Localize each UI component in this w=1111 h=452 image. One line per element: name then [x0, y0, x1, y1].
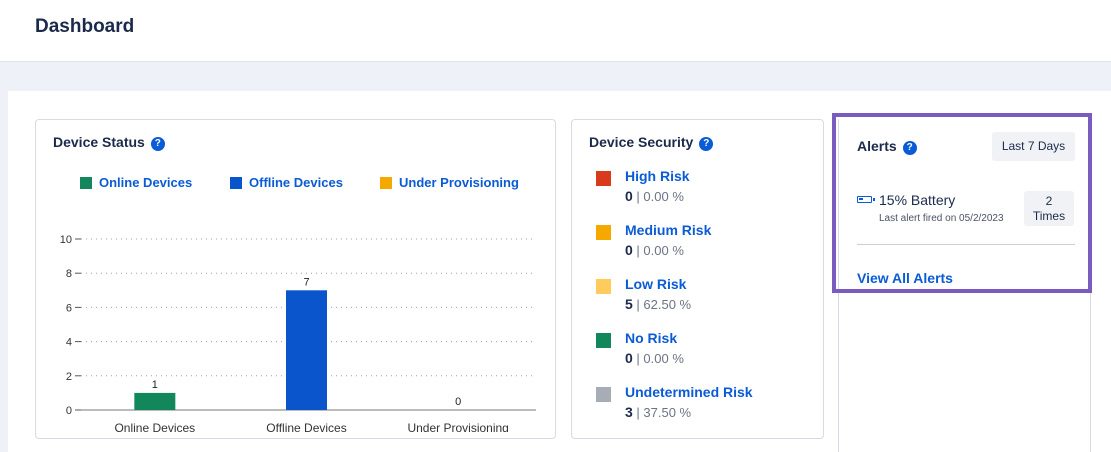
data-label: 7 [303, 276, 309, 288]
legend-swatch [380, 176, 392, 189]
risk-link[interactable]: Low Risk [625, 276, 687, 292]
device-status-bar-chart: 0 2 4 6 8 10 1 Online Devices 7 Offline Devices 0 U… [60, 234, 536, 432]
risk-value: 0 | 0.00 % [625, 350, 684, 366]
view-all-alerts-link[interactable]: View All Alerts [857, 270, 953, 286]
risk-swatch [596, 279, 611, 294]
x-tick-label: Under Provisioning [407, 421, 508, 432]
risk-link[interactable]: Undetermined Risk [625, 384, 753, 400]
risk-link[interactable]: Medium Risk [625, 222, 712, 238]
page-title: Dashboard [35, 16, 135, 37]
alert-count-badge: 2 Times [1024, 191, 1074, 226]
alerts-title: Alerts [857, 138, 897, 154]
risk-swatch [596, 171, 611, 186]
legend-swatch [80, 176, 92, 189]
legend-swatch [230, 176, 242, 189]
y-tick-label: 0 [66, 405, 72, 417]
y-tick-label: 8 [66, 268, 72, 280]
help-icon[interactable]: ? [150, 137, 165, 151]
data-label: 1 [152, 379, 158, 391]
risk-value: 0 | 0.00 % [625, 188, 684, 204]
device-status-title: Device Status [53, 134, 145, 150]
help-icon[interactable]: ? [699, 137, 714, 151]
y-tick-label: 6 [66, 302, 72, 314]
risk-swatch [596, 225, 611, 240]
legend-offline-devices[interactable]: Offline Devices [230, 175, 343, 190]
risk-link[interactable]: High Risk [625, 168, 690, 184]
alerts-highlight-box [832, 113, 1092, 293]
x-tick-label: Online Devices [114, 421, 195, 432]
date-range-button[interactable]: Last 7 Days [992, 132, 1075, 161]
risk-swatch [596, 333, 611, 348]
risk-value: 5 | 62.50 % [625, 296, 692, 312]
device-status-card: Device Status? Online Devices Offline De… [35, 119, 556, 439]
battery-icon [857, 196, 875, 203]
risk-swatch [596, 387, 611, 402]
y-tick-label: 4 [66, 337, 72, 349]
risk-value: 0 | 0.00 % [625, 242, 684, 258]
alert-count: 2 [1045, 194, 1053, 208]
legend-online-devices[interactable]: Online Devices [80, 175, 192, 190]
help-icon[interactable]: ? [902, 141, 917, 155]
device-security-title: Device Security [589, 134, 694, 150]
bar [286, 290, 327, 410]
alert-title: 15% Battery [879, 192, 956, 208]
risk-value: 3 | 37.50 % [625, 404, 692, 420]
data-label: 0 [455, 396, 461, 408]
device-security-card: Device Security? High Risk 0 | 0.00 % Me… [571, 119, 824, 439]
x-tick-label: Offline Devices [266, 421, 346, 432]
alert-timestamp: Last alert fired on 05/2/2023 [879, 213, 1004, 224]
alerts-card [838, 119, 1091, 452]
bar [134, 392, 176, 410]
y-tick-label: 10 [60, 234, 72, 246]
top-bar: Dashboard [0, 0, 1111, 62]
alert-count-unit: Times [1032, 209, 1066, 223]
alert-item[interactable]: 15% Battery Last alert fired on 05/2/202… [857, 190, 1075, 230]
legend-under-provisioning[interactable]: Under Provisioning [380, 175, 519, 190]
divider [857, 244, 1075, 245]
y-tick-label: 2 [66, 371, 72, 383]
risk-link[interactable]: No Risk [625, 330, 678, 346]
